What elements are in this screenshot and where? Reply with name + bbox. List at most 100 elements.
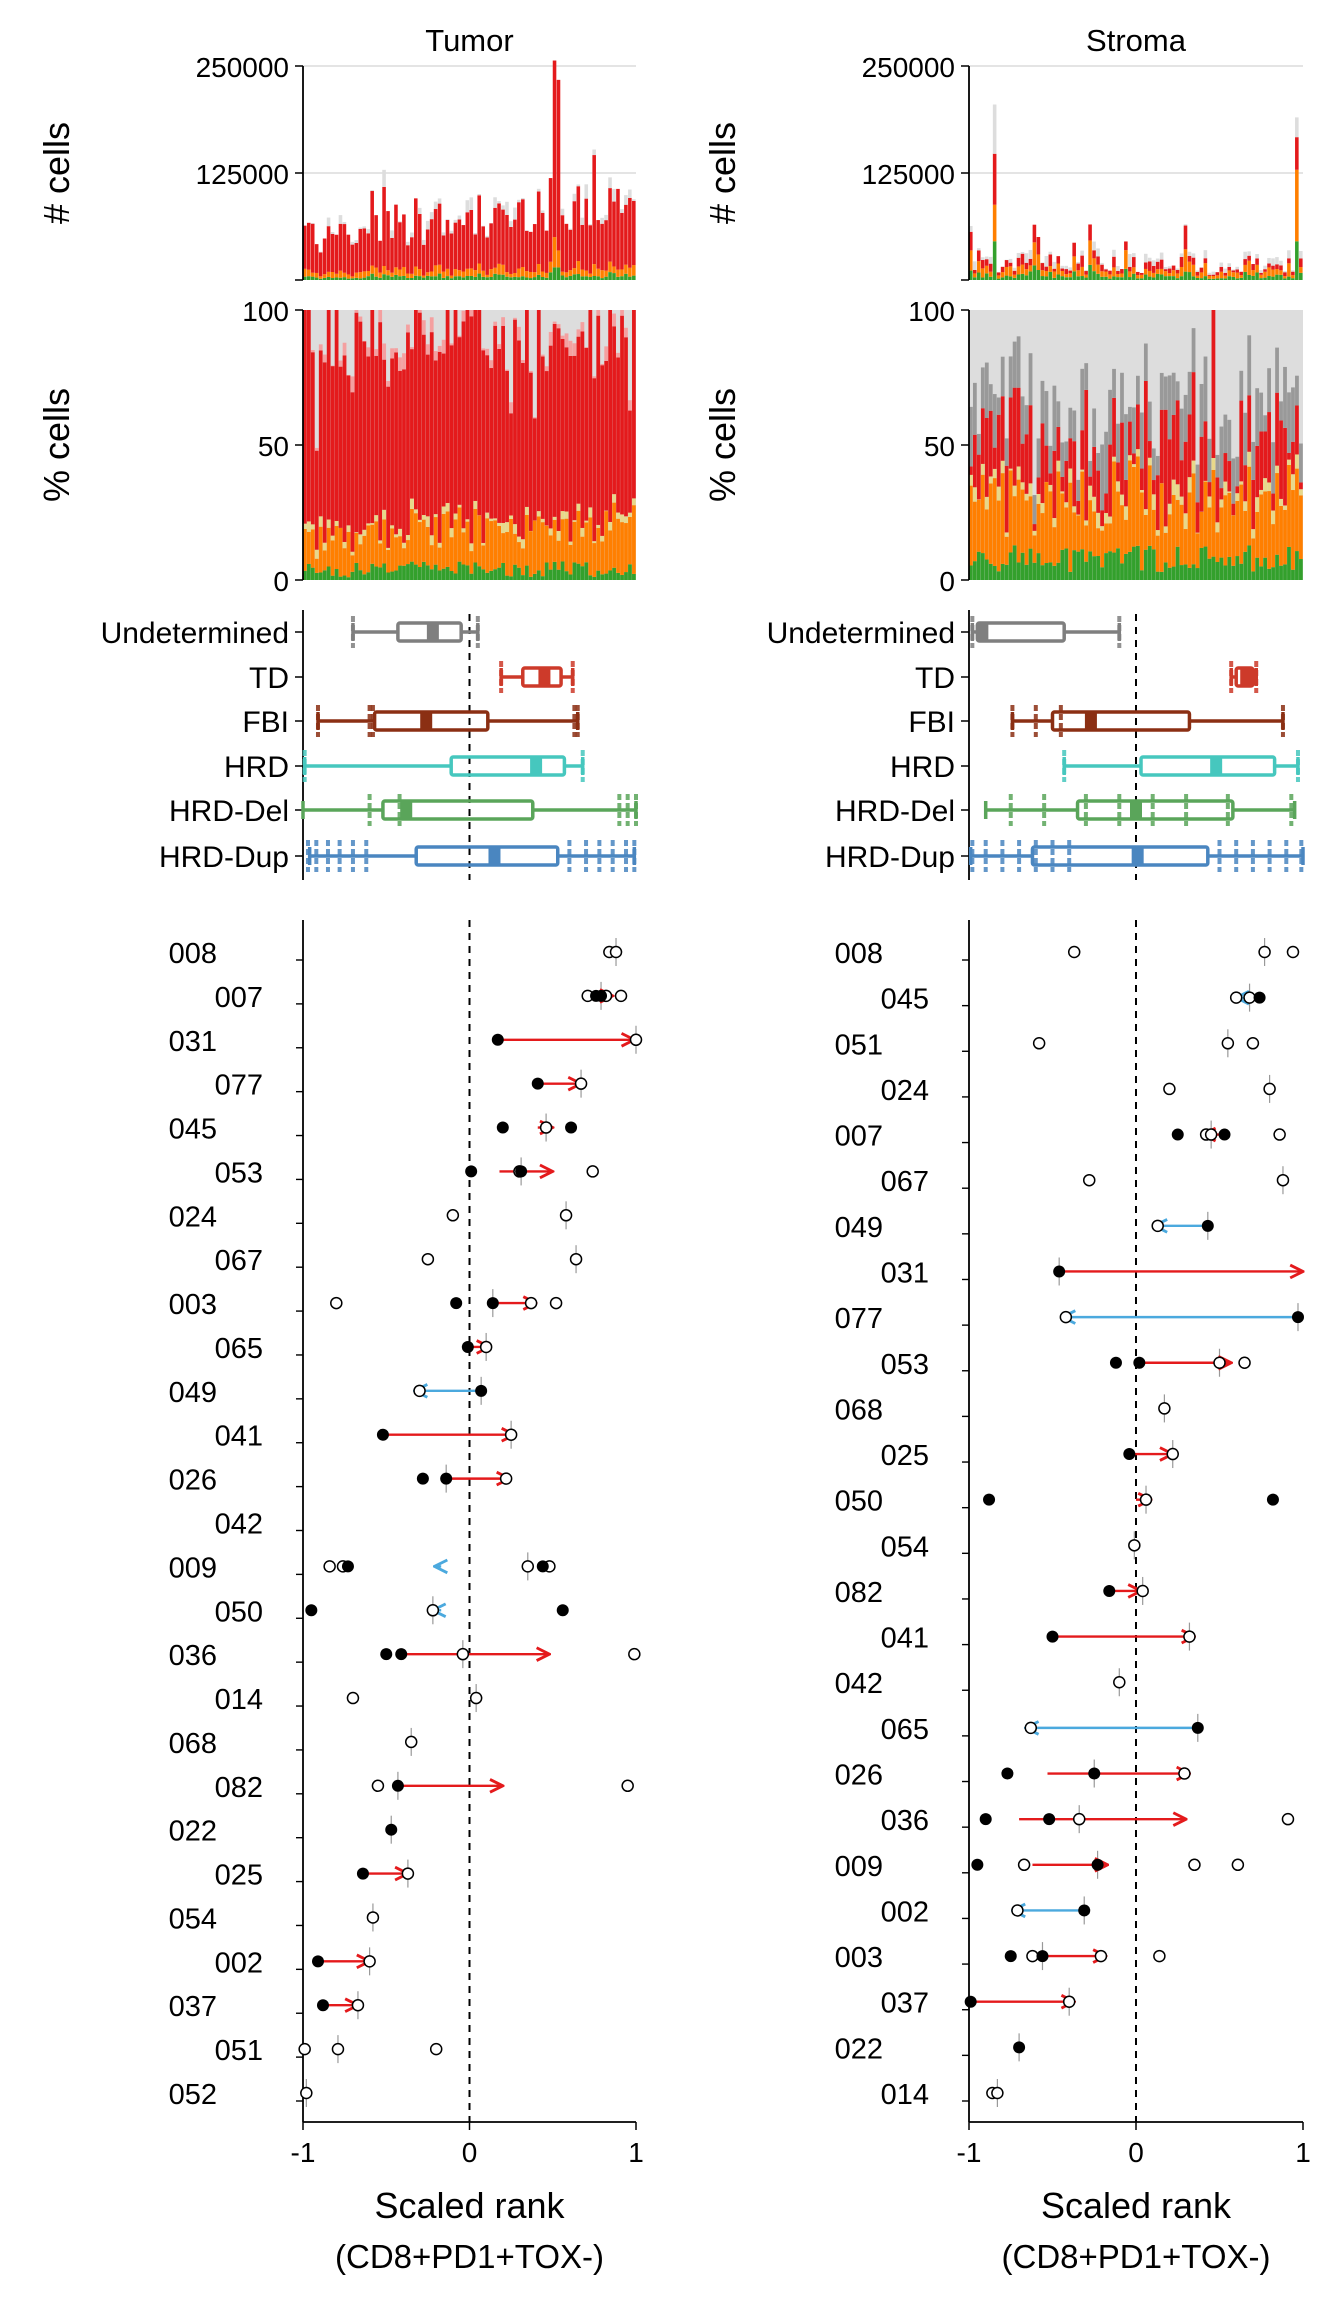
percent-bar-segment bbox=[1056, 426, 1061, 461]
solid-point bbox=[486, 1297, 499, 1310]
count-bar-segment bbox=[1040, 270, 1045, 277]
open-point bbox=[524, 1296, 538, 1310]
percent-bar-segment bbox=[588, 310, 593, 508]
percent-bar-segment bbox=[1155, 455, 1160, 476]
count-bar-segment bbox=[1247, 274, 1251, 280]
count-bar-segment bbox=[1195, 275, 1200, 279]
percent-bar-segment bbox=[1024, 493, 1029, 501]
y-axis-label: % cells bbox=[36, 388, 77, 502]
count-bar-segment bbox=[398, 221, 402, 223]
count-bar-segment bbox=[1024, 269, 1029, 276]
percent-bar-segment bbox=[1251, 529, 1256, 539]
percent-bar-segment bbox=[1291, 441, 1295, 475]
percent-bar-segment bbox=[386, 547, 391, 551]
count-bar-segment bbox=[318, 278, 323, 280]
patient-label: 077 bbox=[835, 1303, 883, 1335]
count-bar-segment bbox=[1076, 270, 1080, 277]
percent-bar-segment bbox=[572, 562, 577, 580]
percent-bar-segment bbox=[517, 536, 521, 543]
count-bar-segment bbox=[1012, 267, 1017, 271]
count-bar-segment bbox=[493, 207, 497, 268]
solid-point bbox=[491, 1033, 504, 1046]
patient-label: 045 bbox=[169, 1114, 217, 1146]
percent-bar-segment bbox=[481, 542, 486, 546]
count-bar-segment bbox=[330, 278, 335, 280]
count-bar-segment bbox=[1104, 271, 1108, 277]
count-bar-segment bbox=[580, 217, 585, 225]
percent-bar-segment bbox=[988, 483, 993, 564]
percent-bar-segment bbox=[536, 516, 541, 571]
percent-bar-segment bbox=[1195, 464, 1200, 503]
open-point bbox=[614, 989, 628, 1003]
count-bar-segment bbox=[509, 221, 513, 227]
count-bar-segment bbox=[1167, 266, 1172, 269]
percent-bar-segment bbox=[1100, 567, 1104, 580]
count-bar-segment bbox=[1239, 277, 1243, 280]
percent-bar-segment bbox=[1283, 366, 1287, 428]
percent-bar-segment bbox=[1000, 356, 1005, 397]
count-bar-segment bbox=[1128, 266, 1132, 272]
count-bar-segment bbox=[1179, 253, 1184, 257]
percent-bar-segment bbox=[624, 572, 628, 580]
percent-bar-segment bbox=[394, 352, 398, 535]
open-point bbox=[401, 1867, 415, 1880]
count-bar-segment bbox=[988, 271, 993, 277]
count-bar-segment bbox=[1271, 265, 1275, 270]
count-bar-segment bbox=[1084, 270, 1088, 272]
percent-bar-segment bbox=[1147, 465, 1152, 546]
solid-point bbox=[380, 1648, 393, 1661]
percent-bar-segment bbox=[398, 565, 402, 580]
count-bar-segment bbox=[1203, 263, 1208, 277]
percent-bar-segment bbox=[465, 565, 470, 580]
count-bar-segment bbox=[1064, 277, 1069, 280]
percent-bar-segment bbox=[1243, 551, 1248, 580]
percent-bar-segment bbox=[1048, 484, 1053, 492]
count-bar-segment bbox=[1000, 272, 1005, 278]
count-bar-segment bbox=[564, 272, 569, 278]
percent-bar-segment bbox=[354, 562, 359, 580]
count-bar-segment bbox=[536, 191, 541, 265]
percent-bar-segment bbox=[505, 522, 509, 533]
patient-label: 068 bbox=[835, 1394, 883, 1426]
solid-point bbox=[1091, 1858, 1104, 1871]
percent-bar-segment bbox=[417, 310, 422, 313]
count-bar-segment bbox=[1167, 273, 1172, 277]
percent-bar-segment bbox=[330, 540, 335, 576]
percent-bar-segment bbox=[996, 414, 1001, 487]
solid-point bbox=[595, 989, 608, 1002]
count-bar-segment bbox=[1108, 274, 1112, 279]
open-point bbox=[621, 1779, 634, 1793]
percent-bar-segment bbox=[984, 417, 989, 497]
patient-label: 049 bbox=[835, 1212, 883, 1244]
patient-label: 036 bbox=[169, 1640, 217, 1672]
count-bar-segment bbox=[1080, 266, 1084, 277]
percent-bar-segment bbox=[1239, 400, 1244, 482]
count-bar-segment bbox=[461, 271, 466, 278]
count-bar-segment bbox=[584, 270, 589, 277]
percent-bar-segment bbox=[1024, 564, 1029, 580]
count-bar-segment bbox=[1183, 249, 1188, 272]
open-point bbox=[1072, 1812, 1086, 1826]
median bbox=[530, 757, 543, 775]
percent-bar-segment bbox=[1036, 503, 1041, 554]
percent-bar-segment bbox=[560, 335, 565, 339]
percent-bar-segment bbox=[425, 354, 430, 517]
percent-bar-segment bbox=[612, 313, 616, 327]
count-bar-segment bbox=[548, 178, 553, 262]
percent-bar-segment bbox=[326, 519, 331, 528]
count-bar-segment bbox=[1251, 275, 1255, 280]
percent-bar-segment bbox=[600, 574, 605, 580]
percent-bar-segment bbox=[1012, 387, 1017, 486]
percent-bar-segment bbox=[1155, 530, 1160, 536]
percent-bar-segment bbox=[1219, 426, 1224, 489]
count-bar-segment bbox=[1112, 249, 1116, 257]
percent-bar-segment bbox=[421, 515, 426, 520]
count-bar-segment bbox=[544, 277, 549, 280]
percent-bar-segment bbox=[608, 521, 613, 531]
percent-bar-segment bbox=[310, 567, 315, 580]
open-point bbox=[1231, 1858, 1245, 1872]
patient-label: 009 bbox=[835, 1851, 883, 1883]
count-bar-segment bbox=[1092, 241, 1096, 251]
percent-bar-segment bbox=[1008, 397, 1013, 469]
